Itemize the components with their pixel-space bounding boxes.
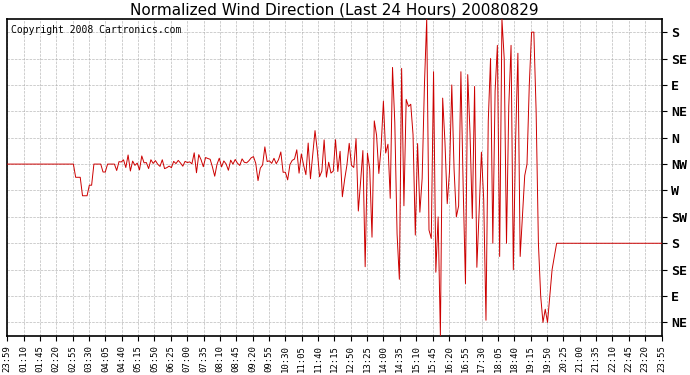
- Title: Normalized Wind Direction (Last 24 Hours) 20080829: Normalized Wind Direction (Last 24 Hours…: [130, 3, 539, 18]
- Text: Copyright 2008 Cartronics.com: Copyright 2008 Cartronics.com: [10, 25, 181, 35]
